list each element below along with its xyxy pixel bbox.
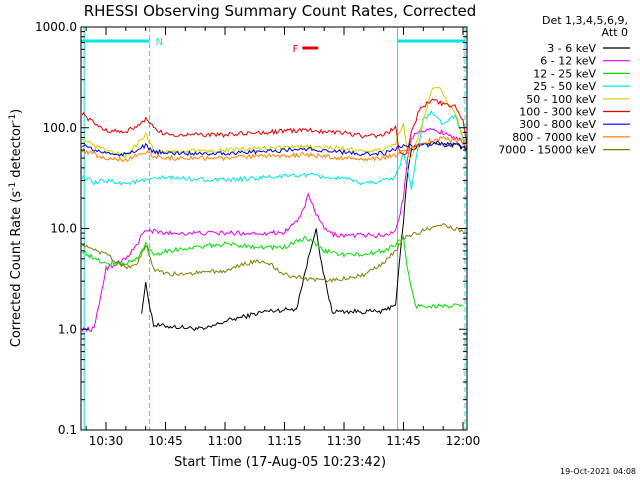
flag-label-0: N [156, 37, 163, 48]
legend-label-5: 100 - 300 keV [519, 106, 596, 119]
y-axis-ticks: 1000.0 100.0 10.0 1.0 0.1 [35, 20, 467, 437]
series-line-1 [81, 127, 467, 333]
x-tick-label-2: 11:00 [208, 434, 243, 448]
x-tick-label-5: 11:45 [386, 434, 421, 448]
footer-timestamp: 19-Oct-2021 04:08 [560, 467, 636, 476]
series-line-4 [82, 86, 467, 161]
series-line-3 [81, 109, 467, 190]
x-tick-label-1: 10:45 [148, 434, 183, 448]
y-tick-label-2: 10.0 [50, 222, 77, 236]
series-line-6 [81, 141, 467, 157]
x-axis-ticks: 10:30 10:45 11:00 11:15 11:30 11:45 12:00 [85, 27, 481, 448]
x-tick-label-4: 11:30 [327, 434, 362, 448]
y-tick-label-4: 0.1 [58, 423, 77, 437]
legend-label-0: 3 - 6 keV [547, 42, 596, 55]
legend-label-6: 300 - 800 keV [519, 118, 596, 131]
legend-label-2: 12 - 25 keV [533, 67, 596, 80]
chart-title: RHESSI Observing Summary Count Rates, Co… [84, 2, 477, 20]
y-tick-label-3: 1.0 [58, 322, 77, 336]
y-axis-label: Corrected Count Rate (s-1 detector-1) [8, 109, 24, 347]
series-line-8 [81, 222, 464, 283]
flag-bars: NF [81, 37, 466, 55]
legend-label-7: 800 - 7000 keV [512, 131, 596, 144]
x-tick-label-3: 11:15 [267, 434, 302, 448]
legend-label-1: 6 - 12 keV [540, 55, 596, 68]
legend-header-line-2: Att 0 [602, 26, 628, 39]
legend-label-3: 25 - 50 keV [533, 80, 596, 93]
y-tick-label-1: 100.0 [43, 121, 77, 135]
legend-label-4: 50 - 100 keV [526, 93, 596, 106]
x-tick-label-0: 10:30 [89, 434, 124, 448]
x-axis-label: Start Time (17-Aug-05 10:23:42) [174, 455, 386, 470]
flag-label-1: F [293, 44, 299, 55]
series-line-5 [81, 98, 467, 156]
y-tick-label-0: 1000.0 [35, 20, 77, 34]
series-lines [81, 86, 467, 333]
series-line-0 [141, 140, 467, 332]
x-tick-label-6: 12:00 [446, 434, 481, 448]
legend-header-line-1: Det 1,3,4,5,6,9, [542, 14, 628, 27]
legend-label-8: 7000 - 15000 keV [498, 144, 596, 157]
series-line-2 [82, 235, 464, 310]
series-line-7 [81, 136, 467, 163]
